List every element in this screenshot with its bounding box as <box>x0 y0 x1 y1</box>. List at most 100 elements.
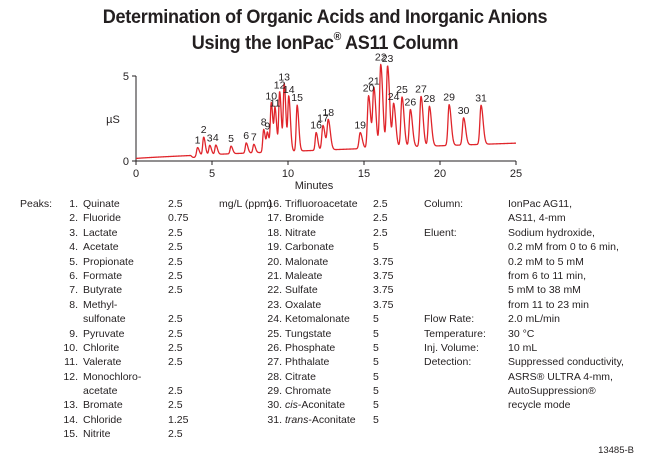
peak-label-10: 10 <box>265 91 277 103</box>
peak-name-main: Tungstate <box>285 327 332 340</box>
peak-label-5: 5 <box>228 133 234 145</box>
peak-number: 21. <box>267 269 282 282</box>
title-line-2-pre: Using the IonPac <box>191 33 334 54</box>
peak-concentration: 5 <box>373 356 379 369</box>
peak-name: Nitrate <box>285 226 316 240</box>
peaks-table-column-2: 16. Trifluoroacetate 2.5 17. Bromide 2.5 18. Ni… <box>266 197 406 427</box>
condition-value: from 11 to 23 min <box>508 298 589 311</box>
peak-name: trans-Aconitate <box>285 413 356 427</box>
condition-row: from 11 to 23 min <box>424 298 639 312</box>
peak-concentration: 5 <box>373 413 379 426</box>
peak-name-main: Oxalate <box>285 298 322 311</box>
peak-row: 19. Carbonate 5 <box>266 240 406 254</box>
peak-row: 23. Oxalate 3.75 <box>266 298 406 312</box>
peak-concentration: 5 <box>373 370 379 383</box>
peak-label-1: 1 <box>195 135 201 147</box>
peak-label-16: 16 <box>310 119 322 131</box>
x-tick-label: 0 <box>133 168 139 180</box>
peak-number: 13. <box>63 399 78 412</box>
peak-number: 7. <box>69 284 78 297</box>
condition-row: 0.2 mM to 5 mM <box>424 255 639 269</box>
peak-number: 28. <box>267 370 282 383</box>
peak-number: 9. <box>69 327 78 340</box>
peak-concentration: 5 <box>373 241 379 254</box>
peak-row: 18. Nitrate 2.5 <box>266 226 406 240</box>
peak-number: 23. <box>267 298 282 311</box>
peak-row: 31. trans-Aconitate 5 <box>266 413 406 427</box>
peak-concentration: 5 <box>373 327 379 340</box>
peak-number: 3. <box>69 226 78 239</box>
condition-value: 0.2 mM to 5 mM <box>508 255 584 268</box>
peak-concentration: 2.5 <box>373 198 388 210</box>
condition-value: recycle mode <box>508 399 571 412</box>
x-tick-label: 25 <box>510 168 522 180</box>
peak-concentration: 2.5 <box>168 269 183 282</box>
peak-label-9: 9 <box>265 121 271 133</box>
title-line-2-post: AS11 Column <box>341 33 459 54</box>
peak-concentration: 0.75 <box>168 212 189 225</box>
peak-number: 26. <box>267 341 282 354</box>
peak-row: 24. Ketomalonate 5 <box>266 312 406 326</box>
peak-name: Carbonate <box>285 240 334 254</box>
condition-row: Temperature: 30 °C <box>424 327 639 341</box>
peak-label-27: 27 <box>415 83 427 95</box>
peak-concentration: 2.5 <box>168 284 183 297</box>
peak-number: 25. <box>267 327 282 340</box>
condition-value: Sodium hydroxide, <box>508 226 595 239</box>
peak-name-main: Maleate <box>285 269 323 282</box>
peak-name: Citrate <box>285 370 316 384</box>
peak-number: 16. <box>267 198 282 210</box>
condition-row: Column: IonPac AG11, <box>424 197 639 211</box>
condition-value: IonPac AG11, <box>508 198 573 210</box>
x-tick-label: 20 <box>434 168 446 180</box>
condition-value: 5 mM to 38 mM <box>508 284 581 297</box>
peak-label-3: 3 <box>207 132 213 144</box>
peak-row: 12. Monochloro- <box>20 370 280 384</box>
condition-row: from 6 to 11 min, <box>424 269 639 283</box>
condition-label: Flow Rate: <box>424 313 475 326</box>
peak-name: sulfonate <box>83 313 126 326</box>
peak-name: Chlorite <box>83 341 120 354</box>
peak-concentration: 2.5 <box>373 212 388 225</box>
condition-value: 30 °C <box>508 327 535 340</box>
peak-label-26: 26 <box>405 96 417 108</box>
peak-name: cis-Aconitate <box>285 398 345 412</box>
condition-value: AS11, 4-mm <box>508 212 566 225</box>
peak-concentration: 5 <box>373 341 379 354</box>
peak-name: Phosphate <box>285 341 335 355</box>
peak-name: Lactate <box>83 226 118 239</box>
peak-label-14: 14 <box>283 84 295 96</box>
peak-row: 17. Bromide 2.5 <box>266 211 406 225</box>
peak-number: 22. <box>267 284 282 297</box>
condition-row: AutoSuppression® <box>424 384 639 398</box>
condition-value: 2.0 mL/min <box>508 313 560 326</box>
peak-name: Chloride <box>83 413 123 426</box>
peak-name: Tungstate <box>285 327 331 341</box>
y-tick-label: 5 <box>123 71 129 83</box>
figure-code: 13485-B <box>598 445 634 456</box>
peak-number: 17. <box>267 212 282 225</box>
peak-number: 30. <box>267 399 282 412</box>
peak-row: 28. Citrate 5 <box>266 370 406 384</box>
condition-label: Column: <box>424 198 464 210</box>
peak-label-22: 22 <box>375 52 387 64</box>
x-tick-label: 10 <box>282 168 294 180</box>
peak-row: 26. Phosphate 5 <box>266 341 406 355</box>
peak-name-main: Phosphate <box>285 341 336 354</box>
peak-name-main: -Aconitate <box>297 399 346 412</box>
peak-row: 11. Valerate 2.5 <box>20 355 280 369</box>
peak-number: 4. <box>69 241 78 254</box>
registered-mark: ® <box>333 31 342 43</box>
peak-concentration: 2.5 <box>168 356 183 369</box>
condition-value: AutoSuppression® <box>508 385 596 398</box>
peak-number: 14. <box>63 413 78 426</box>
peak-label-19: 19 <box>354 120 366 132</box>
peak-row: 21. Maleate 3.75 <box>266 269 406 283</box>
peak-row: Peaks: mg/L (ppm) 1. Quinate 2.5 <box>20 197 280 211</box>
peak-number: 6. <box>69 269 78 282</box>
condition-row: Eluent: Sodium hydroxide, <box>424 226 639 240</box>
peak-concentration: 2.5 <box>168 428 183 441</box>
concentration-unit: mg/L (ppm) <box>219 198 273 210</box>
peak-label-11: 11 <box>270 97 281 109</box>
condition-row: 5 mM to 38 mM <box>424 283 639 297</box>
